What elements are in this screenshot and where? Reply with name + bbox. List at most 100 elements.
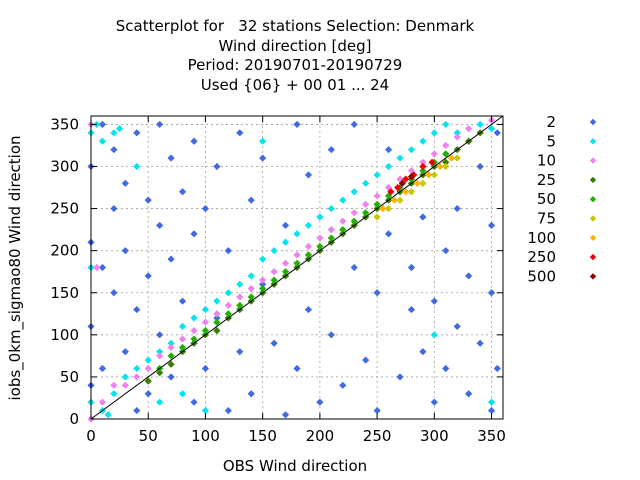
title-line-4: Used {06} + 00 01 ... 24 xyxy=(200,76,390,94)
data-point-10 xyxy=(190,327,198,335)
data-point-10 xyxy=(270,268,278,276)
data-point-5 xyxy=(396,154,404,162)
data-point-50 xyxy=(224,310,232,318)
data-point-5 xyxy=(110,129,118,137)
x-tick-label: 350 xyxy=(477,427,506,445)
y-tick-label: 50 xyxy=(60,368,79,386)
title-line-1: Scatterplot for 32 stations Selection: D… xyxy=(115,17,475,35)
legend-label: 10 xyxy=(537,152,556,170)
data-point-2 xyxy=(110,289,118,297)
data-point-5 xyxy=(201,305,210,314)
data-point-2 xyxy=(121,179,129,187)
data-point-2 xyxy=(407,263,416,272)
data-point-2 xyxy=(167,255,175,263)
y-tick-label: 200 xyxy=(50,242,79,260)
data-point-10 xyxy=(224,301,232,309)
data-point-5 xyxy=(110,390,118,398)
data-point-2 xyxy=(224,406,232,415)
data-point-5 xyxy=(224,289,232,297)
data-point-50 xyxy=(304,251,313,259)
data-point-50 xyxy=(236,301,244,309)
legend-label: 500 xyxy=(527,267,556,285)
data-point-2 xyxy=(156,221,164,230)
data-point-2 xyxy=(190,137,198,145)
data-point-50 xyxy=(281,268,290,276)
data-point-2 xyxy=(270,339,278,347)
data-point-10 xyxy=(201,318,210,326)
data-point-10 xyxy=(327,226,335,234)
data-point-75 xyxy=(373,213,381,221)
data-point-100 xyxy=(402,188,410,196)
data-point-5 xyxy=(236,280,244,288)
y-tick-label: 150 xyxy=(50,284,79,302)
data-point-2 xyxy=(453,322,461,331)
data-point-2 xyxy=(190,398,198,406)
data-point-5 xyxy=(339,196,347,204)
data-point-2 xyxy=(293,120,301,129)
data-point-75 xyxy=(430,171,438,179)
y-tick-label: 250 xyxy=(50,200,79,218)
data-point-25 xyxy=(213,327,221,335)
data-point-10 xyxy=(373,192,381,200)
data-point-5 xyxy=(476,120,484,129)
data-point-5 xyxy=(98,137,107,145)
y-tick-label: 300 xyxy=(50,158,79,176)
data-point-2 xyxy=(98,120,107,129)
data-point-100 xyxy=(425,171,433,179)
x-tick-label: 200 xyxy=(306,427,335,445)
plot-frame xyxy=(90,115,504,420)
data-point-2 xyxy=(281,221,290,230)
data-point-75 xyxy=(407,188,416,196)
data-point-2 xyxy=(304,171,313,179)
data-point-2 xyxy=(144,390,152,398)
data-point-75 xyxy=(442,162,450,171)
data-point-5 xyxy=(270,247,278,255)
data-point-5 xyxy=(407,146,416,154)
data-point-100 xyxy=(447,154,456,162)
legend-label: 25 xyxy=(537,171,556,189)
data-point-100 xyxy=(379,204,387,213)
data-point-2 xyxy=(442,364,450,373)
data-point-2 xyxy=(167,373,175,381)
data-point-50 xyxy=(362,209,370,217)
data-point-2 xyxy=(350,120,358,129)
data-point-2 xyxy=(247,390,255,398)
data-point-10 xyxy=(178,335,187,343)
data-point-10 xyxy=(167,343,175,352)
data-point-75 xyxy=(419,179,427,187)
data-point-2 xyxy=(110,146,118,154)
data-point-2 xyxy=(121,348,129,356)
x-tick-label: 50 xyxy=(139,427,158,445)
data-point-50 xyxy=(178,343,187,352)
data-point-2 xyxy=(339,381,347,389)
data-point-2 xyxy=(384,230,393,238)
data-point-2 xyxy=(350,263,358,272)
data-point-2 xyxy=(247,196,255,204)
x-tick-label: 250 xyxy=(363,427,392,445)
data-point-50 xyxy=(201,327,210,335)
data-point-2 xyxy=(476,162,484,171)
legend-marker xyxy=(589,215,597,222)
data-point-2 xyxy=(110,204,118,213)
data-point-5 xyxy=(121,373,129,381)
data-point-50 xyxy=(373,200,381,208)
data-point-10 xyxy=(259,276,267,284)
data-point-5 xyxy=(350,188,358,196)
data-point-250 xyxy=(402,175,410,183)
data-point-5 xyxy=(259,255,267,263)
data-point-2 xyxy=(430,398,438,406)
data-point-10 xyxy=(144,364,152,373)
data-point-50 xyxy=(167,352,175,360)
legend-marker xyxy=(589,273,597,280)
data-point-5 xyxy=(201,406,210,415)
y-axis-label: iobs_0km_sigmao80 Wind direction xyxy=(6,135,25,400)
y-tick-label: 100 xyxy=(50,326,79,344)
data-point-50 xyxy=(259,284,267,293)
data-point-500 xyxy=(398,179,406,187)
data-point-50 xyxy=(190,335,198,343)
data-point-10 xyxy=(110,381,118,389)
data-point-5 xyxy=(487,125,496,133)
data-point-10 xyxy=(236,293,244,301)
data-point-2 xyxy=(407,305,416,314)
